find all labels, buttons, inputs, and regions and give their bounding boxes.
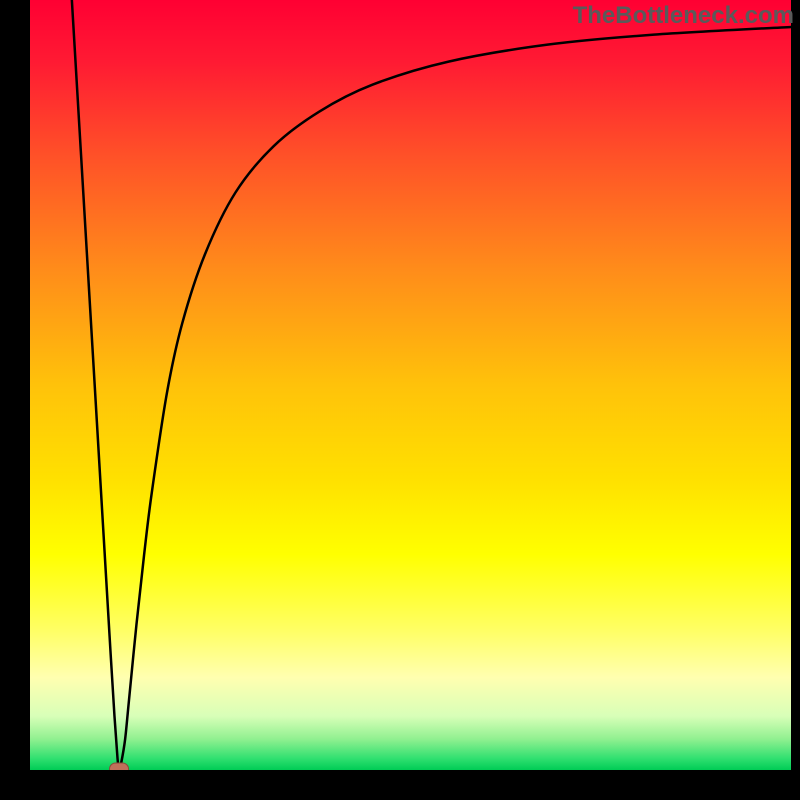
frame-right (791, 0, 800, 800)
chart-container: TheBottleneck.com (0, 0, 800, 800)
attribution-text: TheBottleneck.com (573, 2, 794, 30)
frame-bottom (0, 770, 800, 800)
bottleneck-chart (0, 0, 800, 800)
plot-background (30, 0, 791, 770)
frame-left (0, 0, 30, 800)
